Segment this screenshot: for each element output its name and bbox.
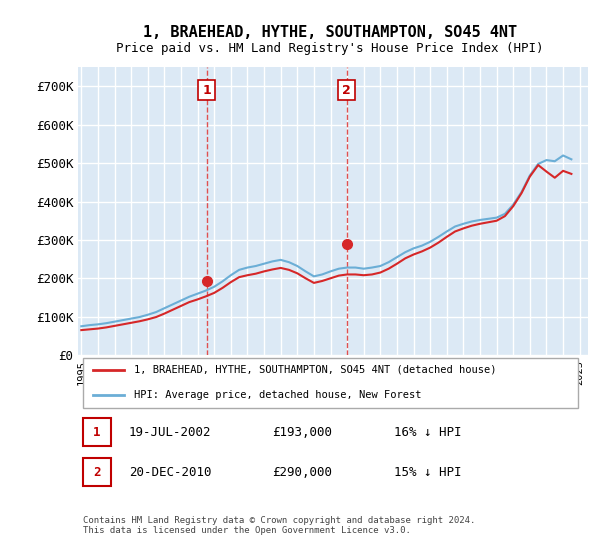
Text: 19-JUL-2002: 19-JUL-2002 [129,426,212,439]
FancyBboxPatch shape [83,458,111,486]
Text: 1: 1 [93,426,101,439]
Text: 20-DEC-2010: 20-DEC-2010 [129,466,212,479]
Text: 1, BRAEHEAD, HYTHE, SOUTHAMPTON, SO45 4NT (detached house): 1, BRAEHEAD, HYTHE, SOUTHAMPTON, SO45 4N… [134,365,497,375]
Text: Price paid vs. HM Land Registry's House Price Index (HPI): Price paid vs. HM Land Registry's House … [116,42,544,55]
FancyBboxPatch shape [83,418,111,446]
Text: £193,000: £193,000 [272,426,332,439]
Text: 2: 2 [342,84,351,97]
Text: Contains HM Land Registry data © Crown copyright and database right 2024.
This d: Contains HM Land Registry data © Crown c… [83,516,475,535]
Text: 15% ↓ HPI: 15% ↓ HPI [394,466,462,479]
Text: 2: 2 [93,466,101,479]
Text: 1: 1 [202,84,211,97]
Text: 1, BRAEHEAD, HYTHE, SOUTHAMPTON, SO45 4NT: 1, BRAEHEAD, HYTHE, SOUTHAMPTON, SO45 4N… [143,25,517,40]
FancyBboxPatch shape [83,358,578,408]
Text: £290,000: £290,000 [272,466,332,479]
Text: 16% ↓ HPI: 16% ↓ HPI [394,426,462,439]
Text: HPI: Average price, detached house, New Forest: HPI: Average price, detached house, New … [134,390,422,400]
